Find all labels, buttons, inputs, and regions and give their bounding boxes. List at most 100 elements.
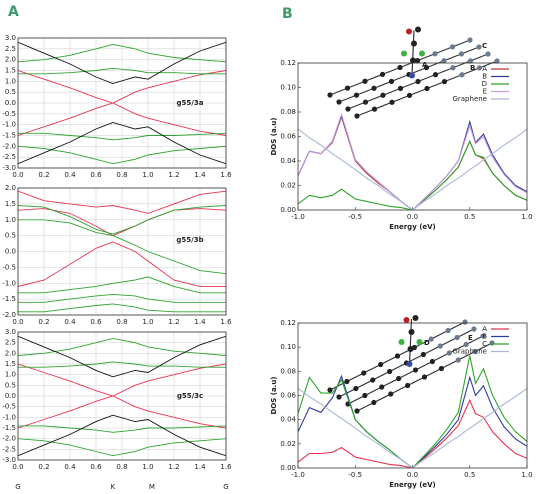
x-tick-label: -1.0 [291,213,305,221]
bond [338,387,357,398]
bond [430,329,449,340]
atom [441,58,447,64]
atom [371,106,378,112]
molecule-sketch [327,26,500,119]
y-tick-label: 0.08 [280,367,296,375]
bond [448,343,467,354]
plot-frame [297,322,528,469]
series-line [18,425,226,433]
series-line [18,361,226,368]
atom [441,79,448,85]
x-tick-label: 1.4 [194,171,206,179]
atom [371,85,377,91]
bond [447,321,466,332]
bond [417,74,436,83]
plot-frame [297,62,528,211]
atom [408,329,415,335]
y-tick-label: 0.12 [280,319,296,327]
bond [424,367,442,378]
bond [435,67,454,76]
series-line [18,70,226,104]
series-line [298,128,527,210]
x-tick-label: 0.0 [12,463,23,471]
bond [441,359,459,370]
atom [438,365,444,372]
atom [412,315,419,321]
x-axis-label: Energy (eV) [389,481,436,489]
series-line [18,293,226,303]
atom [397,85,404,91]
bond [465,335,484,346]
atom [389,99,395,105]
y-tick-label: 0.0 [5,392,16,400]
atom [406,92,413,98]
x-tick-label: 0.5 [464,471,475,479]
x-tick-label: 0.4 [64,171,76,179]
bond [398,369,416,380]
legend-label: A [482,65,487,73]
legend-label: A [482,325,487,333]
atom [327,387,333,393]
bond [444,74,463,83]
x-tick-label: -0.5 [348,471,362,479]
bond [329,87,348,96]
y-tick-label: 0.10 [280,84,296,92]
bond [426,81,445,90]
atom [432,51,438,57]
legend-label: B [482,333,487,341]
bond [346,372,365,383]
series-line [18,190,226,214]
atom [388,391,394,397]
y-tick-label: -0.5 [2,403,16,411]
annotation: B [470,64,475,72]
atom [362,78,368,84]
atom [354,408,360,414]
k-point-label: M [149,483,155,491]
series-line [18,414,226,457]
bond [391,73,410,82]
bond [356,87,375,96]
y-tick-label: 0.5 [5,381,16,389]
series-line [298,115,527,210]
atom [406,28,412,35]
atom [463,341,469,348]
series-line [18,395,226,429]
series-line [18,337,226,356]
x-tick-label: 0.8 [116,318,127,326]
x-tick-label: 1.4 [194,318,206,326]
atom [407,346,414,352]
atom [467,58,474,64]
bond [423,345,441,356]
bond [364,386,383,397]
atom [489,340,495,346]
bond [347,101,366,110]
x-tick-label: 0.2 [38,463,49,471]
atom [458,51,465,57]
y-tick-label: -2.5 [2,153,16,161]
atom [423,65,430,71]
annotation: D [424,339,430,347]
series-line [18,303,226,313]
atom [428,336,434,342]
bond [390,384,408,395]
bond [470,53,489,62]
x-tick-label: 1.0 [521,471,532,479]
atom [362,392,368,399]
x-tick-label: 0.4 [64,318,76,326]
y-tick-label: -2.5 [2,445,16,453]
bond [389,362,407,373]
series-line [298,112,527,210]
plot-frame [17,187,227,316]
atom [401,50,407,57]
y-tick-label: 3.0 [5,328,16,336]
bond [356,401,375,412]
atom [336,99,342,105]
atom [403,317,410,323]
x-tick-label: 0.6 [90,463,102,471]
y-tick-label: -2.0 [2,435,16,443]
series-line [18,241,226,287]
atom [379,384,385,390]
series-line [298,398,527,468]
bond [474,342,493,353]
series-line [18,41,226,84]
